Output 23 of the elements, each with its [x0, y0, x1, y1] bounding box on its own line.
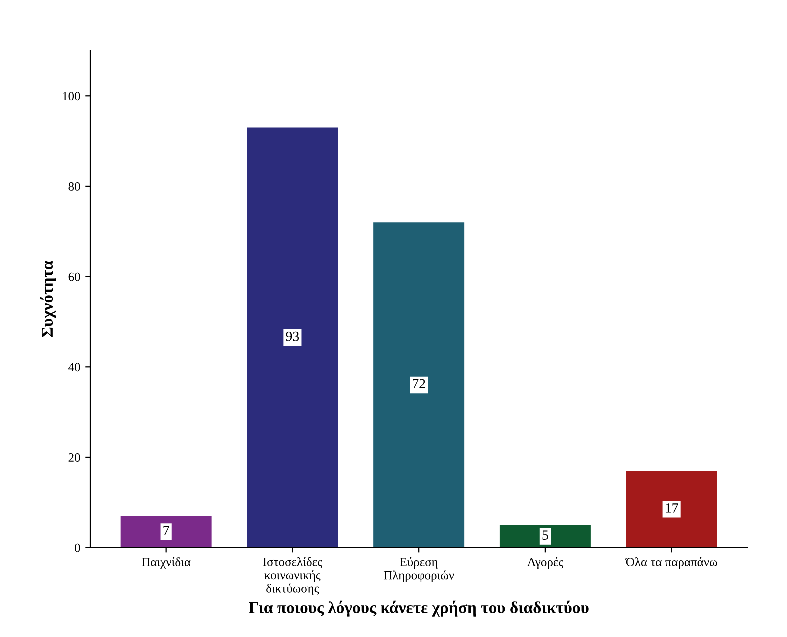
bar	[626, 471, 718, 548]
x-tick-label: Αγορές	[527, 558, 564, 570]
x-tick-label: Εύρεση Πληροφοριών	[384, 558, 454, 582]
data-label: 93	[286, 332, 300, 342]
x-tick-label: Όλα τα παραπάνω	[626, 558, 718, 570]
y-tick-label: 60	[68, 272, 80, 282]
bar	[247, 128, 338, 548]
y-tick-label: 80	[68, 182, 80, 191]
bar	[120, 516, 212, 548]
y-tick-label: 0	[75, 544, 80, 552]
y-tick-label: 20	[68, 454, 80, 462]
data-label: 5	[542, 530, 548, 540]
bar	[374, 222, 465, 548]
x-tick-label: Ιστοσελίδες κοινωνικής δικτύωσης	[263, 557, 322, 596]
y-axis-title: Συχνότητα	[40, 260, 56, 338]
x-tick-label: Παιχνίδια	[142, 558, 191, 570]
data-label: 17	[666, 504, 678, 513]
bar	[500, 525, 591, 548]
x-axis-title: Για ποιους λόγους κάνετε χρήση του διαδικτύου	[249, 600, 589, 617]
data-label: 7	[164, 526, 170, 536]
data-label: 72	[413, 379, 426, 389]
y-tick-label: 100	[63, 92, 80, 101]
y-tick-label: 40	[68, 363, 80, 372]
